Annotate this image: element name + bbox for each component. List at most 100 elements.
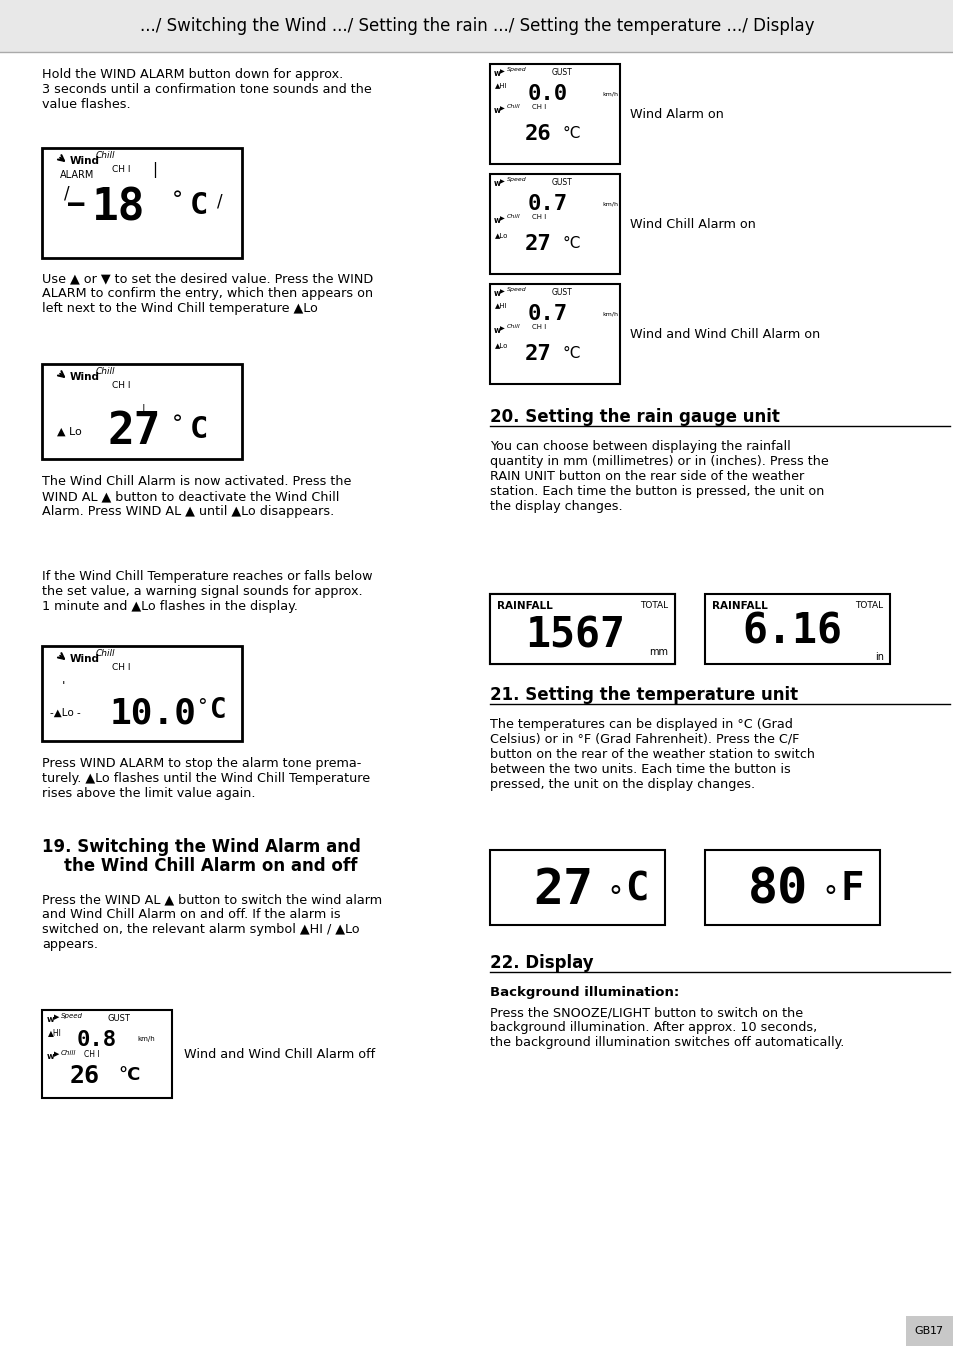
Text: /: /	[216, 192, 222, 210]
Text: Press the WIND AL ▲ button to switch the wind alarm
and Wind Chill Alarm on and : Press the WIND AL ▲ button to switch the…	[42, 894, 382, 951]
Text: w: w	[494, 179, 500, 188]
Text: GUST: GUST	[107, 1014, 130, 1024]
Text: Speed: Speed	[61, 1013, 83, 1020]
Text: Chill: Chill	[96, 367, 115, 376]
Text: 80: 80	[747, 865, 808, 914]
Text: ▶: ▶	[499, 288, 504, 294]
Text: 6.16: 6.16	[741, 611, 841, 653]
Bar	[490, 594, 675, 663]
Text: 1567: 1567	[524, 613, 624, 655]
Text: in: in	[874, 653, 883, 662]
Text: ▶: ▶	[499, 69, 504, 74]
Bar	[490, 594, 675, 663]
Text: ▶: ▶	[499, 106, 504, 111]
Text: 17: 17	[929, 1326, 943, 1336]
Text: GUST: GUST	[552, 177, 572, 187]
Text: CH Ⅰ: CH Ⅰ	[532, 214, 546, 219]
Text: 0.0: 0.0	[527, 84, 567, 104]
Text: Chill: Chill	[506, 324, 520, 329]
Text: CH Ⅰ: CH Ⅰ	[532, 104, 546, 110]
Bar	[42, 364, 242, 459]
Text: Background illumination:: Background illumination:	[490, 986, 679, 999]
Text: w: w	[47, 1016, 54, 1024]
Text: 1567: 1567	[527, 611, 627, 653]
Text: RAINFALL: RAINFALL	[497, 601, 552, 611]
Text: ▲HI: ▲HI	[48, 1028, 62, 1037]
Text: w: w	[494, 106, 500, 115]
Text: /: /	[64, 184, 70, 202]
Text: °: °	[822, 884, 837, 911]
Text: Use ▲ or ▼ to set the desired value. Press the WIND
ALARM to confirm the entry, : Use ▲ or ▼ to set the desired value. Pre…	[42, 272, 373, 315]
Text: Chill: Chill	[96, 152, 115, 160]
Text: °C: °C	[118, 1066, 140, 1085]
Text: CH Ⅰ: CH Ⅰ	[112, 663, 131, 672]
Bar	[704, 850, 879, 925]
Text: The Wind Chill Alarm is now activated. Press the
WIND AL ▲ button to deactivate : The Wind Chill Alarm is now activated. P…	[42, 475, 351, 519]
Text: CH Ⅰ: CH Ⅰ	[112, 380, 131, 390]
Text: km/h: km/h	[601, 311, 618, 317]
Text: If the Wind Chill Temperature reaches or falls below
the set value, a warning si: If the Wind Chill Temperature reaches or…	[42, 570, 372, 613]
Text: mm: mm	[648, 647, 667, 657]
Text: 27: 27	[533, 865, 593, 914]
Text: Wind: Wind	[70, 654, 100, 663]
Text: ▶: ▶	[499, 179, 504, 184]
Text: °C: °C	[562, 236, 580, 250]
Text: Press the SNOOZE/LIGHT button to switch on the
background illumination. After ap: Press the SNOOZE/LIGHT button to switch …	[490, 1006, 843, 1049]
Text: RAINFALL: RAINFALL	[711, 601, 767, 611]
Text: w: w	[494, 326, 500, 334]
Text: TOTAL: TOTAL	[639, 601, 667, 611]
Text: GB: GB	[913, 1326, 929, 1336]
Text: km/h: km/h	[137, 1036, 154, 1043]
Text: °: °	[172, 190, 183, 210]
Bar	[490, 850, 664, 925]
Bar	[0, 0, 953, 51]
Text: 10.0: 10.0	[110, 696, 196, 730]
Text: |: |	[142, 403, 146, 414]
Text: GUST: GUST	[552, 288, 572, 297]
Text: −: −	[67, 191, 85, 221]
Text: ▲Lo: ▲Lo	[495, 232, 508, 238]
Text: C: C	[190, 414, 208, 444]
Bar	[42, 646, 242, 741]
Bar	[905, 1316, 953, 1346]
Text: 0.8: 0.8	[77, 1030, 117, 1049]
Text: ▲HI: ▲HI	[495, 83, 507, 88]
Bar	[704, 594, 889, 663]
Bar	[490, 284, 619, 385]
Text: You can choose between displaying the rainfall
quantity in mm (millimetres) or i: You can choose between displaying the ra…	[490, 440, 828, 513]
Text: 19. Switching the Wind Alarm and: 19. Switching the Wind Alarm and	[42, 838, 360, 856]
Text: °: °	[196, 696, 207, 715]
Text: w: w	[494, 217, 500, 225]
Text: w: w	[47, 1052, 54, 1062]
Text: Wind: Wind	[70, 156, 100, 167]
Bar	[490, 175, 619, 274]
Text: Wind Chill Alarm on: Wind Chill Alarm on	[629, 218, 755, 230]
Text: ▶: ▶	[54, 1051, 59, 1057]
Text: Chill: Chill	[506, 214, 520, 219]
Text: 20. Setting the rain gauge unit: 20. Setting the rain gauge unit	[490, 408, 779, 427]
Text: ': '	[54, 680, 66, 692]
Text: ALARM: ALARM	[60, 171, 94, 180]
Text: mm: mm	[649, 653, 668, 662]
Text: km/h: km/h	[601, 202, 618, 207]
Text: CH Ⅰ: CH Ⅰ	[532, 324, 546, 330]
Text: w: w	[494, 69, 500, 79]
Text: Wind: Wind	[70, 372, 100, 382]
Text: ▲HI: ▲HI	[495, 302, 507, 307]
Text: -▲Lo -: -▲Lo -	[50, 708, 81, 718]
Text: Hold the WIND ALARM button down for approx.
3 seconds until a confirmation tone : Hold the WIND ALARM button down for appr…	[42, 68, 372, 111]
Text: 18: 18	[91, 187, 146, 229]
Text: RAINFALL: RAINFALL	[497, 601, 552, 611]
Text: Chill: Chill	[96, 649, 115, 658]
Text: °: °	[172, 414, 183, 435]
Text: Speed: Speed	[506, 177, 526, 181]
Text: F: F	[840, 871, 863, 909]
Bar	[42, 148, 242, 259]
Text: ▲Lo: ▲Lo	[495, 343, 508, 348]
Text: 0.7: 0.7	[527, 194, 567, 214]
Text: Wind Alarm on: Wind Alarm on	[629, 107, 723, 121]
Text: 26: 26	[524, 125, 551, 144]
Text: CH Ⅰ: CH Ⅰ	[84, 1049, 99, 1059]
Text: ▶: ▶	[54, 1014, 59, 1020]
Text: Speed: Speed	[506, 287, 526, 292]
